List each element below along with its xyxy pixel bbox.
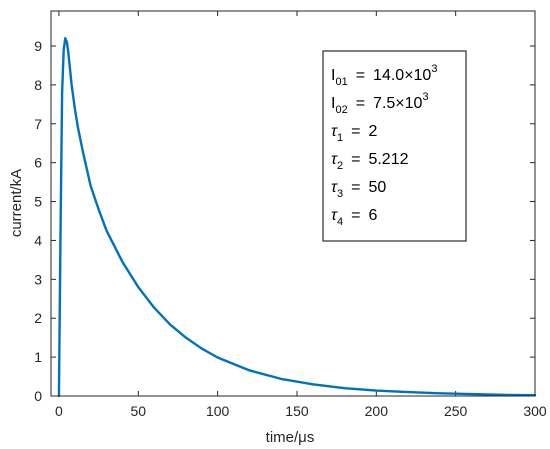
annotation-symbol: τ: [331, 123, 338, 140]
annotation-subscript: 02: [335, 104, 347, 116]
data-point: [312, 383, 314, 385]
annotation-equals: =: [351, 123, 360, 140]
y-tick-label: 5: [34, 194, 42, 210]
annotation-equals: =: [351, 151, 360, 168]
data-point: [66, 41, 68, 43]
data-point: [201, 347, 203, 350]
y-tick-label: 3: [34, 271, 42, 287]
annotation-subscript: 2: [337, 160, 343, 172]
x-tick-label: 250: [444, 403, 468, 419]
annotation-subscript: 3: [337, 188, 343, 200]
annotation-box: [322, 50, 467, 242]
annotation-symbol: τ: [331, 151, 338, 168]
annotation-line: I02 = 7.5×103: [331, 91, 429, 116]
data-point: [439, 392, 441, 394]
annotation-value: 5.212: [368, 151, 408, 168]
annotation-superscript: 3: [431, 63, 437, 75]
annotation-value: 50: [368, 179, 386, 196]
y-tick-label: 0: [34, 388, 42, 404]
x-tick-label: 200: [365, 403, 389, 419]
annotation-value: 7.5×10: [373, 95, 422, 112]
data-point: [217, 356, 219, 359]
data-point: [71, 84, 73, 86]
data-point: [74, 107, 76, 109]
annotation-value: 14.0×10: [373, 67, 431, 84]
data-point: [343, 387, 346, 389]
annotation-equals: =: [351, 179, 360, 196]
data-point: [82, 150, 84, 152]
y-axis-label: current/kA: [8, 169, 25, 237]
data-point: [185, 337, 187, 339]
data-point: [63, 49, 65, 51]
y-tick-label: 9: [34, 38, 42, 54]
data-point: [502, 394, 504, 396]
annotation-subscript: 01: [335, 76, 347, 88]
data-point: [67, 53, 70, 55]
annotation-equals: =: [356, 95, 365, 112]
annotation-line: τ4 = 6: [331, 207, 377, 228]
y-tick-label: 7: [34, 116, 42, 132]
annotation-line: τ1 = 2: [331, 123, 377, 144]
annotation-symbol: I: [331, 95, 335, 112]
data-point: [470, 393, 473, 395]
annotation-symbol: τ: [331, 179, 338, 196]
data-point: [64, 37, 66, 39]
annotation-subscript: 1: [337, 132, 343, 144]
data-point: [121, 261, 124, 263]
plot-frame: [50, 10, 536, 397]
data-point: [59, 232, 62, 234]
y-tick-label: 2: [34, 310, 42, 326]
annotation-line: I01 = 14.0×103: [331, 63, 437, 88]
data-point: [407, 391, 409, 393]
annotation-value: 6: [368, 207, 377, 224]
annotation-equals: =: [356, 67, 365, 84]
annotation-subscript: 4: [337, 216, 343, 228]
data-point: [77, 127, 79, 129]
y-tick-label: 1: [34, 349, 42, 365]
data-point: [248, 369, 250, 371]
data-point: [105, 230, 108, 232]
data-point: [137, 286, 139, 288]
data-point: [375, 389, 377, 392]
annotation-line: τ3 = 50: [331, 179, 386, 200]
annotation-superscript: 3: [422, 91, 428, 103]
x-tick-label: 100: [206, 403, 230, 419]
data-point: [280, 378, 282, 380]
y-tick-label: 4: [34, 232, 42, 248]
x-tick-label: 300: [523, 403, 547, 419]
annotation-symbol: τ: [331, 207, 338, 224]
x-axis-label: time/μs: [266, 429, 315, 446]
y-tick-label: 6: [34, 155, 42, 171]
x-tick-label: 50: [130, 403, 146, 419]
x-tick-label: 0: [55, 403, 63, 419]
annotation-symbol: I: [331, 67, 335, 84]
data-point: [90, 185, 92, 187]
data-point: [61, 92, 63, 94]
annotation-equals: =: [351, 207, 360, 224]
y-tick-label: 8: [34, 77, 42, 93]
annotation-value: 2: [368, 123, 377, 140]
data-point: [169, 323, 171, 326]
data-point: [153, 307, 155, 309]
data-point: [98, 208, 100, 210]
annotation-line: τ2 = 5.212: [331, 151, 409, 172]
x-tick-label: 150: [285, 403, 309, 419]
